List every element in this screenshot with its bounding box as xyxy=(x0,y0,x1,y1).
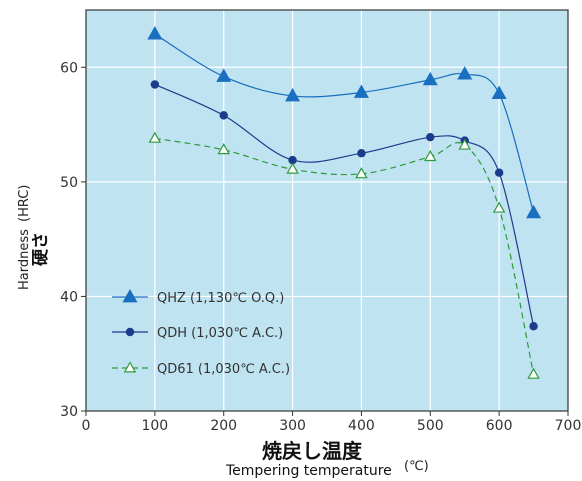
data-point xyxy=(529,321,538,331)
data-point xyxy=(122,288,138,303)
y-tick-label: 30 xyxy=(60,404,78,420)
plot-background xyxy=(86,10,568,411)
data-point xyxy=(457,66,473,80)
data-point xyxy=(125,327,135,337)
data-point xyxy=(492,201,506,213)
series-layer xyxy=(147,26,542,379)
data-point xyxy=(494,168,504,177)
legend: QHZ (1,130℃ O.Q.) QDH (1,030℃ A.C.) QD61 (… xyxy=(112,288,290,377)
legend-item-2: QD61 (1,030℃ A.C.) xyxy=(112,361,290,377)
legend-item-1: QDH (1,030℃ A.C.) xyxy=(112,326,283,341)
y-axis-label: Hardness (HRC) 硬さ xyxy=(17,185,51,290)
legend-label: QD61 (1,030℃ A.C.) xyxy=(157,362,290,377)
data-point xyxy=(424,149,437,162)
y-tick-label: 40 xyxy=(60,289,78,305)
data-point xyxy=(150,80,160,89)
x-tick-label: 100 xyxy=(141,418,168,434)
legend-label: QHZ (1,130℃ O.Q.) xyxy=(157,291,284,306)
x-tick-label: 200 xyxy=(210,418,237,434)
x-tick-label: 700 xyxy=(555,418,582,434)
data-point xyxy=(123,361,137,373)
data-point xyxy=(527,367,540,379)
series-2 xyxy=(148,131,540,379)
data-point xyxy=(426,132,435,142)
y-axis-label-en: Hardness xyxy=(17,229,32,290)
data-point xyxy=(285,87,301,102)
x-tick-label: 600 xyxy=(486,418,513,434)
data-point xyxy=(219,111,228,120)
y-tick-label: 50 xyxy=(60,175,78,191)
x-tick-label: 300 xyxy=(279,418,306,434)
x-axis-ticks: 0 100 200 300 400 500 600 700 xyxy=(82,411,582,434)
data-point xyxy=(147,26,163,40)
data-point xyxy=(216,68,232,82)
y-axis-label-jp: 硬さ xyxy=(31,232,51,266)
data-point xyxy=(357,148,366,158)
series-line xyxy=(154,83,535,327)
data-point xyxy=(491,85,507,100)
data-point xyxy=(526,204,542,219)
x-tick-label: 0 xyxy=(82,418,91,434)
y-axis-ticks: 30 40 50 60 xyxy=(60,60,86,420)
data-point xyxy=(353,84,369,98)
plot-frame xyxy=(85,9,569,412)
y-axis-label-unit: (HRC) xyxy=(17,185,32,222)
data-point xyxy=(286,162,299,174)
x-tick-label: 500 xyxy=(417,418,444,434)
data-point xyxy=(355,167,368,179)
x-axis-unit: (℃) xyxy=(404,459,429,474)
series-0 xyxy=(147,26,542,219)
x-tick-label: 400 xyxy=(348,418,375,434)
data-point xyxy=(148,131,162,143)
data-point xyxy=(458,138,471,150)
data-point xyxy=(422,71,438,86)
legend-item-0: QHZ (1,130℃ O.Q.) xyxy=(112,288,284,306)
series-line xyxy=(154,137,535,375)
x-axis-label-jp: 焼戻し温度 xyxy=(262,439,363,463)
legend-label: QDH (1,030℃ A.C.) xyxy=(157,326,283,341)
data-point xyxy=(217,143,230,155)
y-tick-label: 60 xyxy=(60,60,78,76)
x-axis-label-en: Tempering temperature xyxy=(225,463,392,479)
